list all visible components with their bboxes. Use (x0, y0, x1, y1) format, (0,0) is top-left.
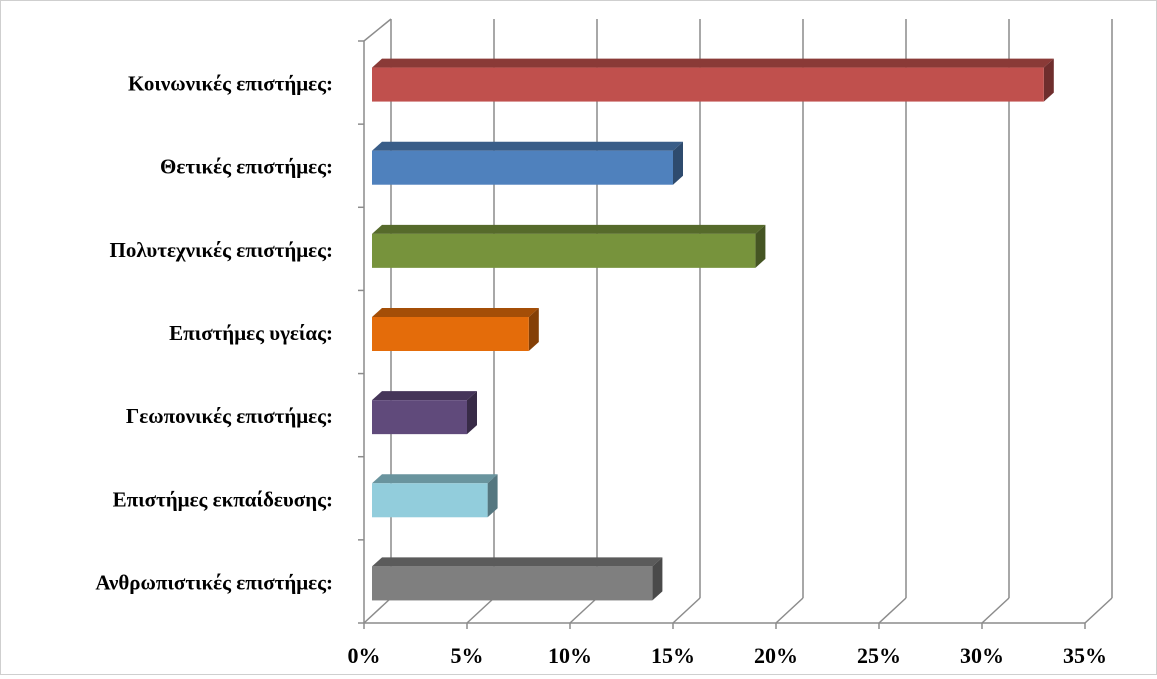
x-tick-label: 5% (451, 643, 484, 668)
floor-left-edge (363, 597, 392, 624)
wall-top-edge (363, 18, 392, 42)
bar-side-face (1043, 58, 1054, 102)
x-tick-labels: 0% 5% 10% 15% 20% 25% 30% 35% (348, 643, 1108, 668)
bar (372, 391, 477, 435)
x-tick-label: 35% (1063, 643, 1107, 668)
floor-gridline (878, 597, 907, 624)
x-tick-label: 15% (651, 643, 695, 668)
bar (372, 141, 683, 185)
x-tick-label: 10% (548, 643, 592, 668)
bar-side-face (467, 391, 477, 435)
bar-side-face (528, 308, 539, 351)
bar (372, 474, 498, 518)
bar-front-face (372, 150, 673, 185)
category-label: Πολυτεχνικές επιστήμες: (110, 238, 333, 262)
x-tick-label: 30% (960, 643, 1004, 668)
floor-gridline (775, 597, 804, 624)
bar-top-face (372, 308, 539, 317)
x-tick-label: 0% (348, 643, 381, 668)
bar-top-face (372, 557, 663, 567)
floor-gridline (672, 597, 701, 624)
floor-gridline (569, 597, 598, 624)
bar (372, 557, 663, 601)
category-label: Επιστήμες εκπαίδευσης: (113, 487, 333, 511)
bar-front-face (372, 566, 653, 601)
bar-top-face (372, 58, 1054, 68)
bar-side-face (755, 224, 766, 268)
category-label: Επιστήμες υγείας: (169, 321, 333, 345)
bar-front-face (372, 67, 1044, 102)
bar-top-face (372, 224, 766, 234)
bar-front-face (372, 483, 488, 518)
category-label: Κοινωνικές επιστήμες: (128, 72, 333, 96)
bar-side-face (673, 141, 683, 185)
floor-gridline (1084, 597, 1113, 624)
category-label: Ανθρωπιστικές επιστήμες: (95, 570, 333, 594)
bar-front-face (372, 233, 756, 268)
bar (372, 308, 539, 351)
x-tick-label: 20% (754, 643, 798, 668)
bar-front-face (372, 317, 529, 351)
bar (372, 224, 766, 268)
bar-top-face (372, 141, 683, 151)
category-label: Θετικές επιστήμες: (160, 155, 333, 179)
floor-gridline (466, 597, 495, 624)
category-label: Γεωπονικές επιστήμες: (126, 404, 333, 428)
x-tick-label: 25% (857, 643, 901, 668)
bar-top-face (372, 391, 477, 401)
bar-top-face (372, 474, 498, 484)
bar-front-face (372, 400, 467, 435)
gridlines (466, 19, 1113, 624)
bars (372, 58, 1054, 601)
bar-side-face (487, 474, 498, 518)
bar (372, 58, 1054, 102)
bar-side-face (652, 557, 663, 601)
category-labels: Κοινωνικές επιστήμες: Θετικές επιστήμες: Π… (95, 72, 333, 595)
floor-gridline (981, 597, 1010, 624)
